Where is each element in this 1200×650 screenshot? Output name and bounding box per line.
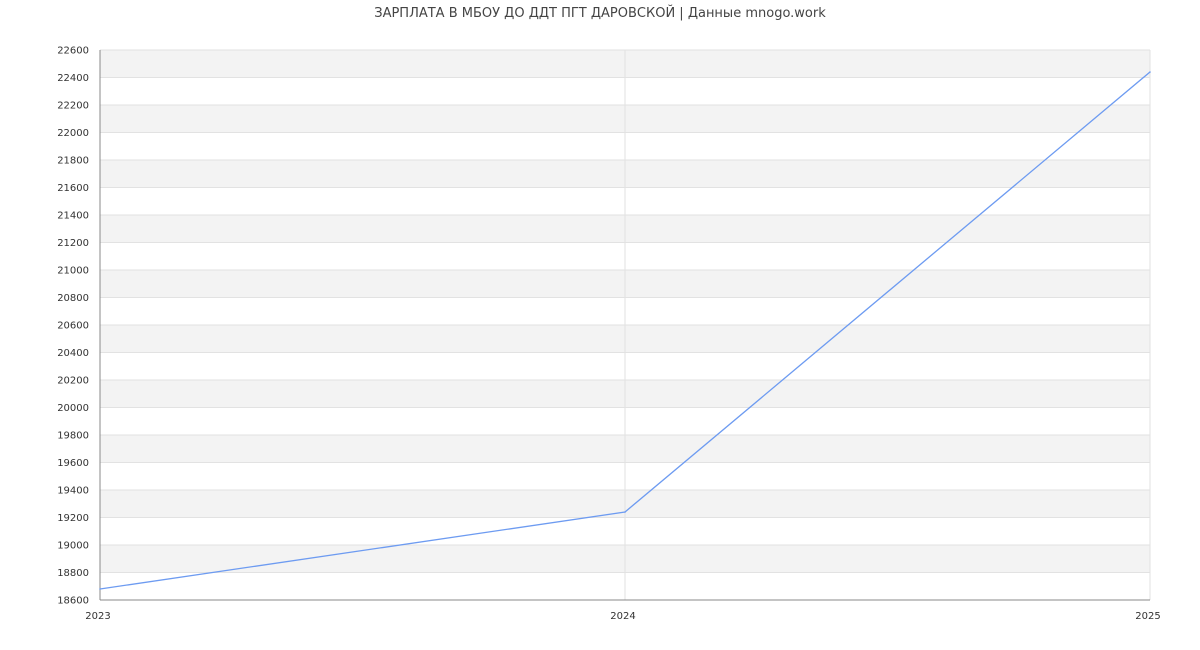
y-tick-label: 21600 bbox=[57, 183, 89, 194]
y-tick-label: 22600 bbox=[57, 46, 89, 57]
y-tick-label: 19000 bbox=[57, 541, 89, 552]
data-point bbox=[1149, 71, 1151, 73]
y-tick-label: 20200 bbox=[57, 376, 89, 387]
y-tick-label: 21000 bbox=[57, 266, 89, 277]
y-tick-label: 19200 bbox=[57, 513, 89, 524]
y-tick-label: 19800 bbox=[57, 431, 89, 442]
y-tick-label: 19400 bbox=[57, 486, 89, 497]
y-tick-label: 22200 bbox=[57, 101, 89, 112]
chart-title: ЗАРПЛАТА В МБОУ ДО ДДТ ПГТ ДАРОВСКОЙ | Д… bbox=[374, 6, 826, 21]
y-tick-label: 19600 bbox=[57, 458, 89, 469]
x-tick-label: 2024 bbox=[610, 611, 635, 622]
y-tick-label: 22000 bbox=[57, 128, 89, 139]
data-point bbox=[99, 588, 101, 590]
y-tick-label: 20600 bbox=[57, 321, 89, 332]
data-point bbox=[624, 511, 626, 513]
y-tick-label: 21200 bbox=[57, 238, 89, 249]
y-tick-label: 22400 bbox=[57, 73, 89, 84]
y-tick-label: 20800 bbox=[57, 293, 89, 304]
y-tick-label: 20000 bbox=[57, 403, 89, 414]
x-tick-label: 2023 bbox=[85, 611, 110, 622]
y-tick-label: 20400 bbox=[57, 348, 89, 359]
y-tick-label: 21800 bbox=[57, 156, 89, 167]
y-tick-label: 21400 bbox=[57, 211, 89, 222]
y-tick-label: 18800 bbox=[57, 568, 89, 579]
y-tick-label: 18600 bbox=[57, 596, 89, 607]
x-tick-label: 2025 bbox=[1135, 611, 1160, 622]
